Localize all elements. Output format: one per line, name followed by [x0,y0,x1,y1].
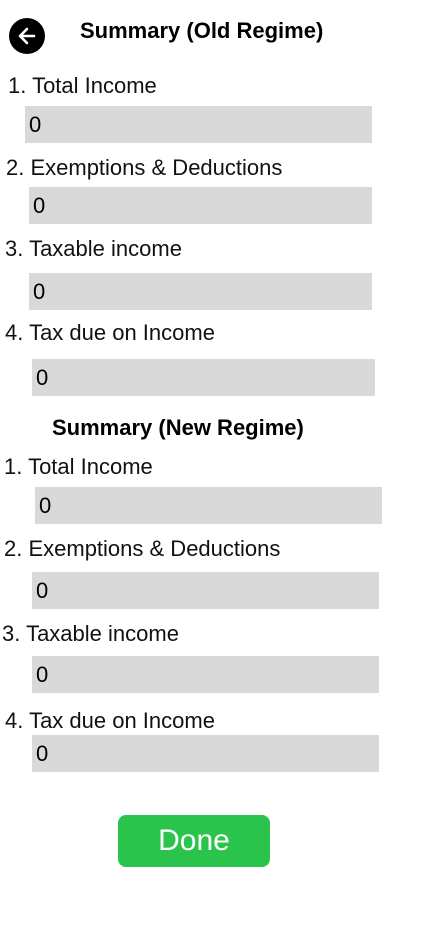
new-taxable-income-field[interactable]: 0 [32,656,379,693]
back-button[interactable] [9,18,45,54]
old-tax-due-field[interactable]: 0 [32,359,375,396]
new-total-income-label: 1. Total Income [4,454,153,480]
old-exemptions-label: 2. Exemptions & Deductions [6,155,282,181]
old-total-income-label: 1. Total Income [8,73,157,99]
old-taxable-income-field[interactable]: 0 [29,273,372,310]
new-taxable-income-label: 3. Taxable income [2,621,179,647]
old-regime-title: Summary (Old Regime) [80,18,323,44]
new-tax-due-field[interactable]: 0 [32,735,379,772]
old-total-income-field[interactable]: 0 [25,106,372,143]
new-tax-due-label: 4. Tax due on Income [5,708,215,734]
new-exemptions-label: 2. Exemptions & Deductions [4,536,280,562]
done-button[interactable]: Done [118,815,270,867]
new-regime-title: Summary (New Regime) [52,415,304,441]
arrow-left-icon [16,25,38,47]
old-exemptions-field[interactable]: 0 [29,187,372,224]
new-total-income-field[interactable]: 0 [35,487,382,524]
new-exemptions-field[interactable]: 0 [32,572,379,609]
old-tax-due-label: 4. Tax due on Income [5,320,215,346]
old-taxable-income-label: 3. Taxable income [5,236,182,262]
